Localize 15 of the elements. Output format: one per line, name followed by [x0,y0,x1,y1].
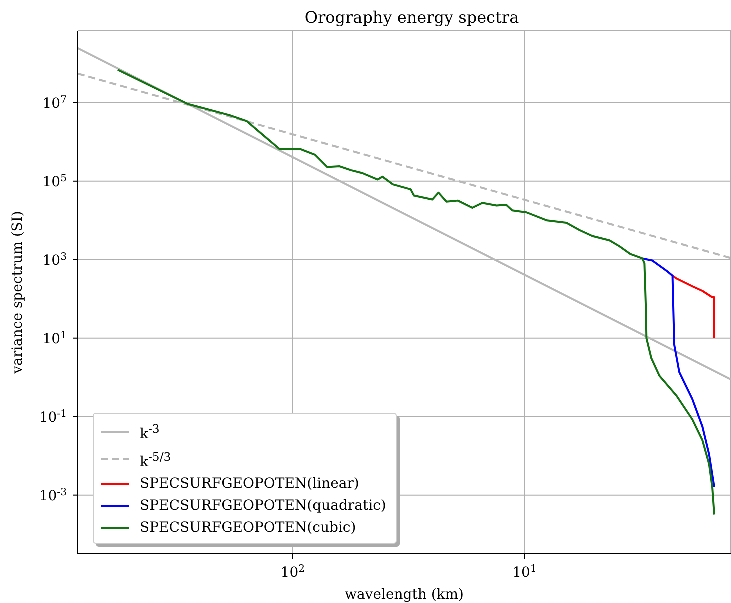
y-tick-label: 10$^{3}$ [42,251,67,269]
y-tick-label: 10$^{-3}$ [39,486,67,504]
y-tick-label: 10$^{1}$ [42,330,67,348]
y-axis-title: variance spectrum (SI) [10,211,26,375]
legend-label: SPECSURFGEOPOTEN(cubic) [140,519,356,538]
x-tick-label: 10$^{2}$ [280,564,306,581]
legend-label: SPECSURFGEOPOTEN(quadratic) [140,497,386,516]
y-tick-label: 10$^{-1}$ [39,408,67,426]
legend-label: k$^{-5/3}$ [140,448,172,472]
legend-label: SPECSURFGEOPOTEN(linear) [140,475,360,494]
x-axis-title: wavelength (km) [344,587,464,603]
chart-title: Orography energy spectra [304,8,520,27]
y-tick-label: 10$^{5}$ [42,172,67,190]
y-tick-label: 10$^{7}$ [42,94,67,112]
legend-label: k$^{-3}$ [140,421,160,445]
